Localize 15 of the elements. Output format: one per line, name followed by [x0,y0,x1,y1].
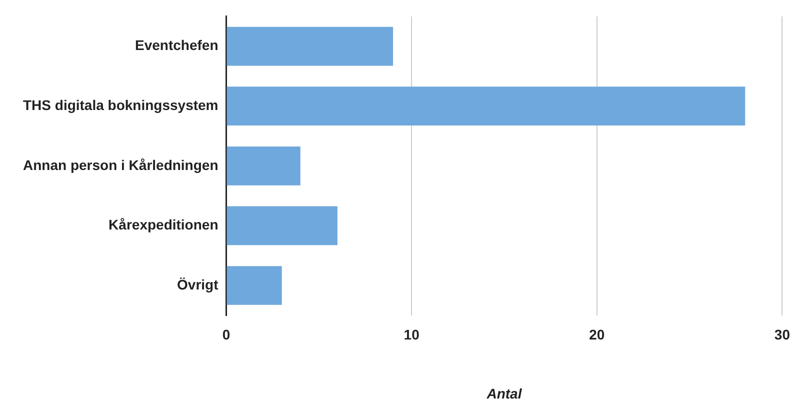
x-tick-label: 20 [589,326,605,343]
y-tick-label: Annan person i Kårledningen [23,156,218,173]
bar [226,206,338,246]
y-tick-label: THS digitala bokningssystem [22,96,218,113]
y-tick-label: Eventchefen [135,37,218,54]
bar [226,266,282,305]
x-axis-title: Antal [486,385,523,402]
x-tick-label: 10 [404,326,420,343]
bar [226,26,394,66]
y-tick-label: Övrigt [177,276,219,292]
bar [226,86,746,126]
x-tick-label: 0 [222,326,230,343]
y-tick-label: Kårexpeditionen [108,216,218,233]
bar [226,146,300,186]
x-tick-label: 30 [774,326,790,343]
